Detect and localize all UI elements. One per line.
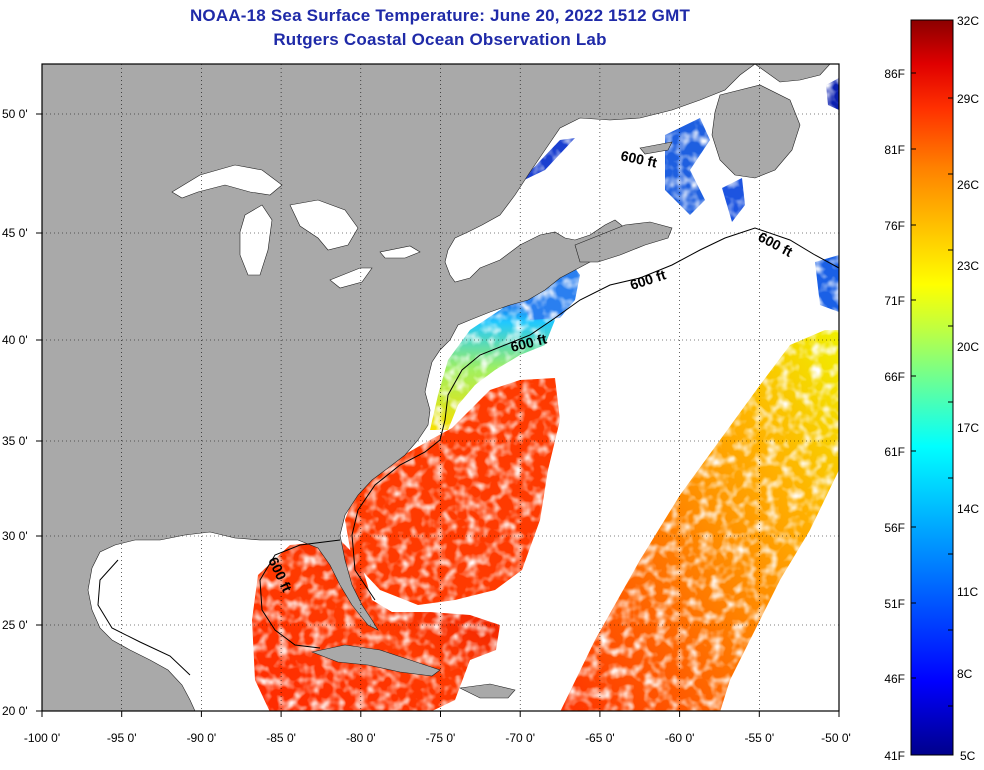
lake-ontario [379,245,421,259]
land-labrador [754,64,831,83]
lake-michigan [239,204,273,276]
y-tick-label: 40 0' [2,333,28,347]
isobath-600ft-gulf [259,539,341,649]
x-tick-label: -90 0' [187,731,217,745]
y-tick-label: 50 0' [2,107,28,121]
land-anticosti [639,141,673,155]
x-tick-label: -65 0' [585,731,615,745]
x-tick-label: -70 0' [505,731,535,745]
lake-erie [329,267,373,289]
x-tick-label: -95 0' [107,731,137,745]
land-north-america [42,64,756,711]
y-tick-label: 25 0' [2,618,28,632]
map-subtitle: Rutgers Coastal Ocean Observation Lab [273,30,607,49]
axis-ticks [36,113,840,717]
y-tick-label: 20 0' [2,704,28,718]
x-tick-label: -100 0' [24,731,60,745]
contour-label-newfoundland: 600 ft [619,147,658,170]
x-tick-labels: -100 0' -95 0' -90 0' -85 0' -80 0' -75 … [24,731,851,745]
x-tick-label: -60 0' [665,731,695,745]
y-tick-label: 35 0' [2,434,28,448]
isobath-600ft [351,227,839,601]
x-tick-label: -85 0' [266,731,296,745]
map-content: 600 ft 600 ft 600 ft 600 ft 600 ft [42,64,839,711]
x-tick-label: -50 0' [821,731,851,745]
land-cuba [310,644,441,677]
x-tick-label: -55 0' [744,731,774,745]
x-tick-label: -80 0' [346,731,376,745]
land-nova-scotia [574,221,673,263]
map-title: NOAA-18 Sea Surface Temperature: June 20… [189,6,691,25]
x-tick-label: -75 0' [426,731,456,745]
lake-huron [289,199,359,251]
land-newfoundland [711,84,801,179]
y-tick-labels: 50 0' 45 0' 40 0' 35 0' 30 0' 25 0' 20 0… [2,107,28,718]
lake-superior [171,164,283,199]
isobath-600ft-gulf-west [97,559,191,676]
y-tick-label: 30 0' [2,529,28,543]
land-hispaniola [458,683,516,699]
y-tick-label: 45 0' [2,226,28,240]
gridlines [42,64,839,711]
